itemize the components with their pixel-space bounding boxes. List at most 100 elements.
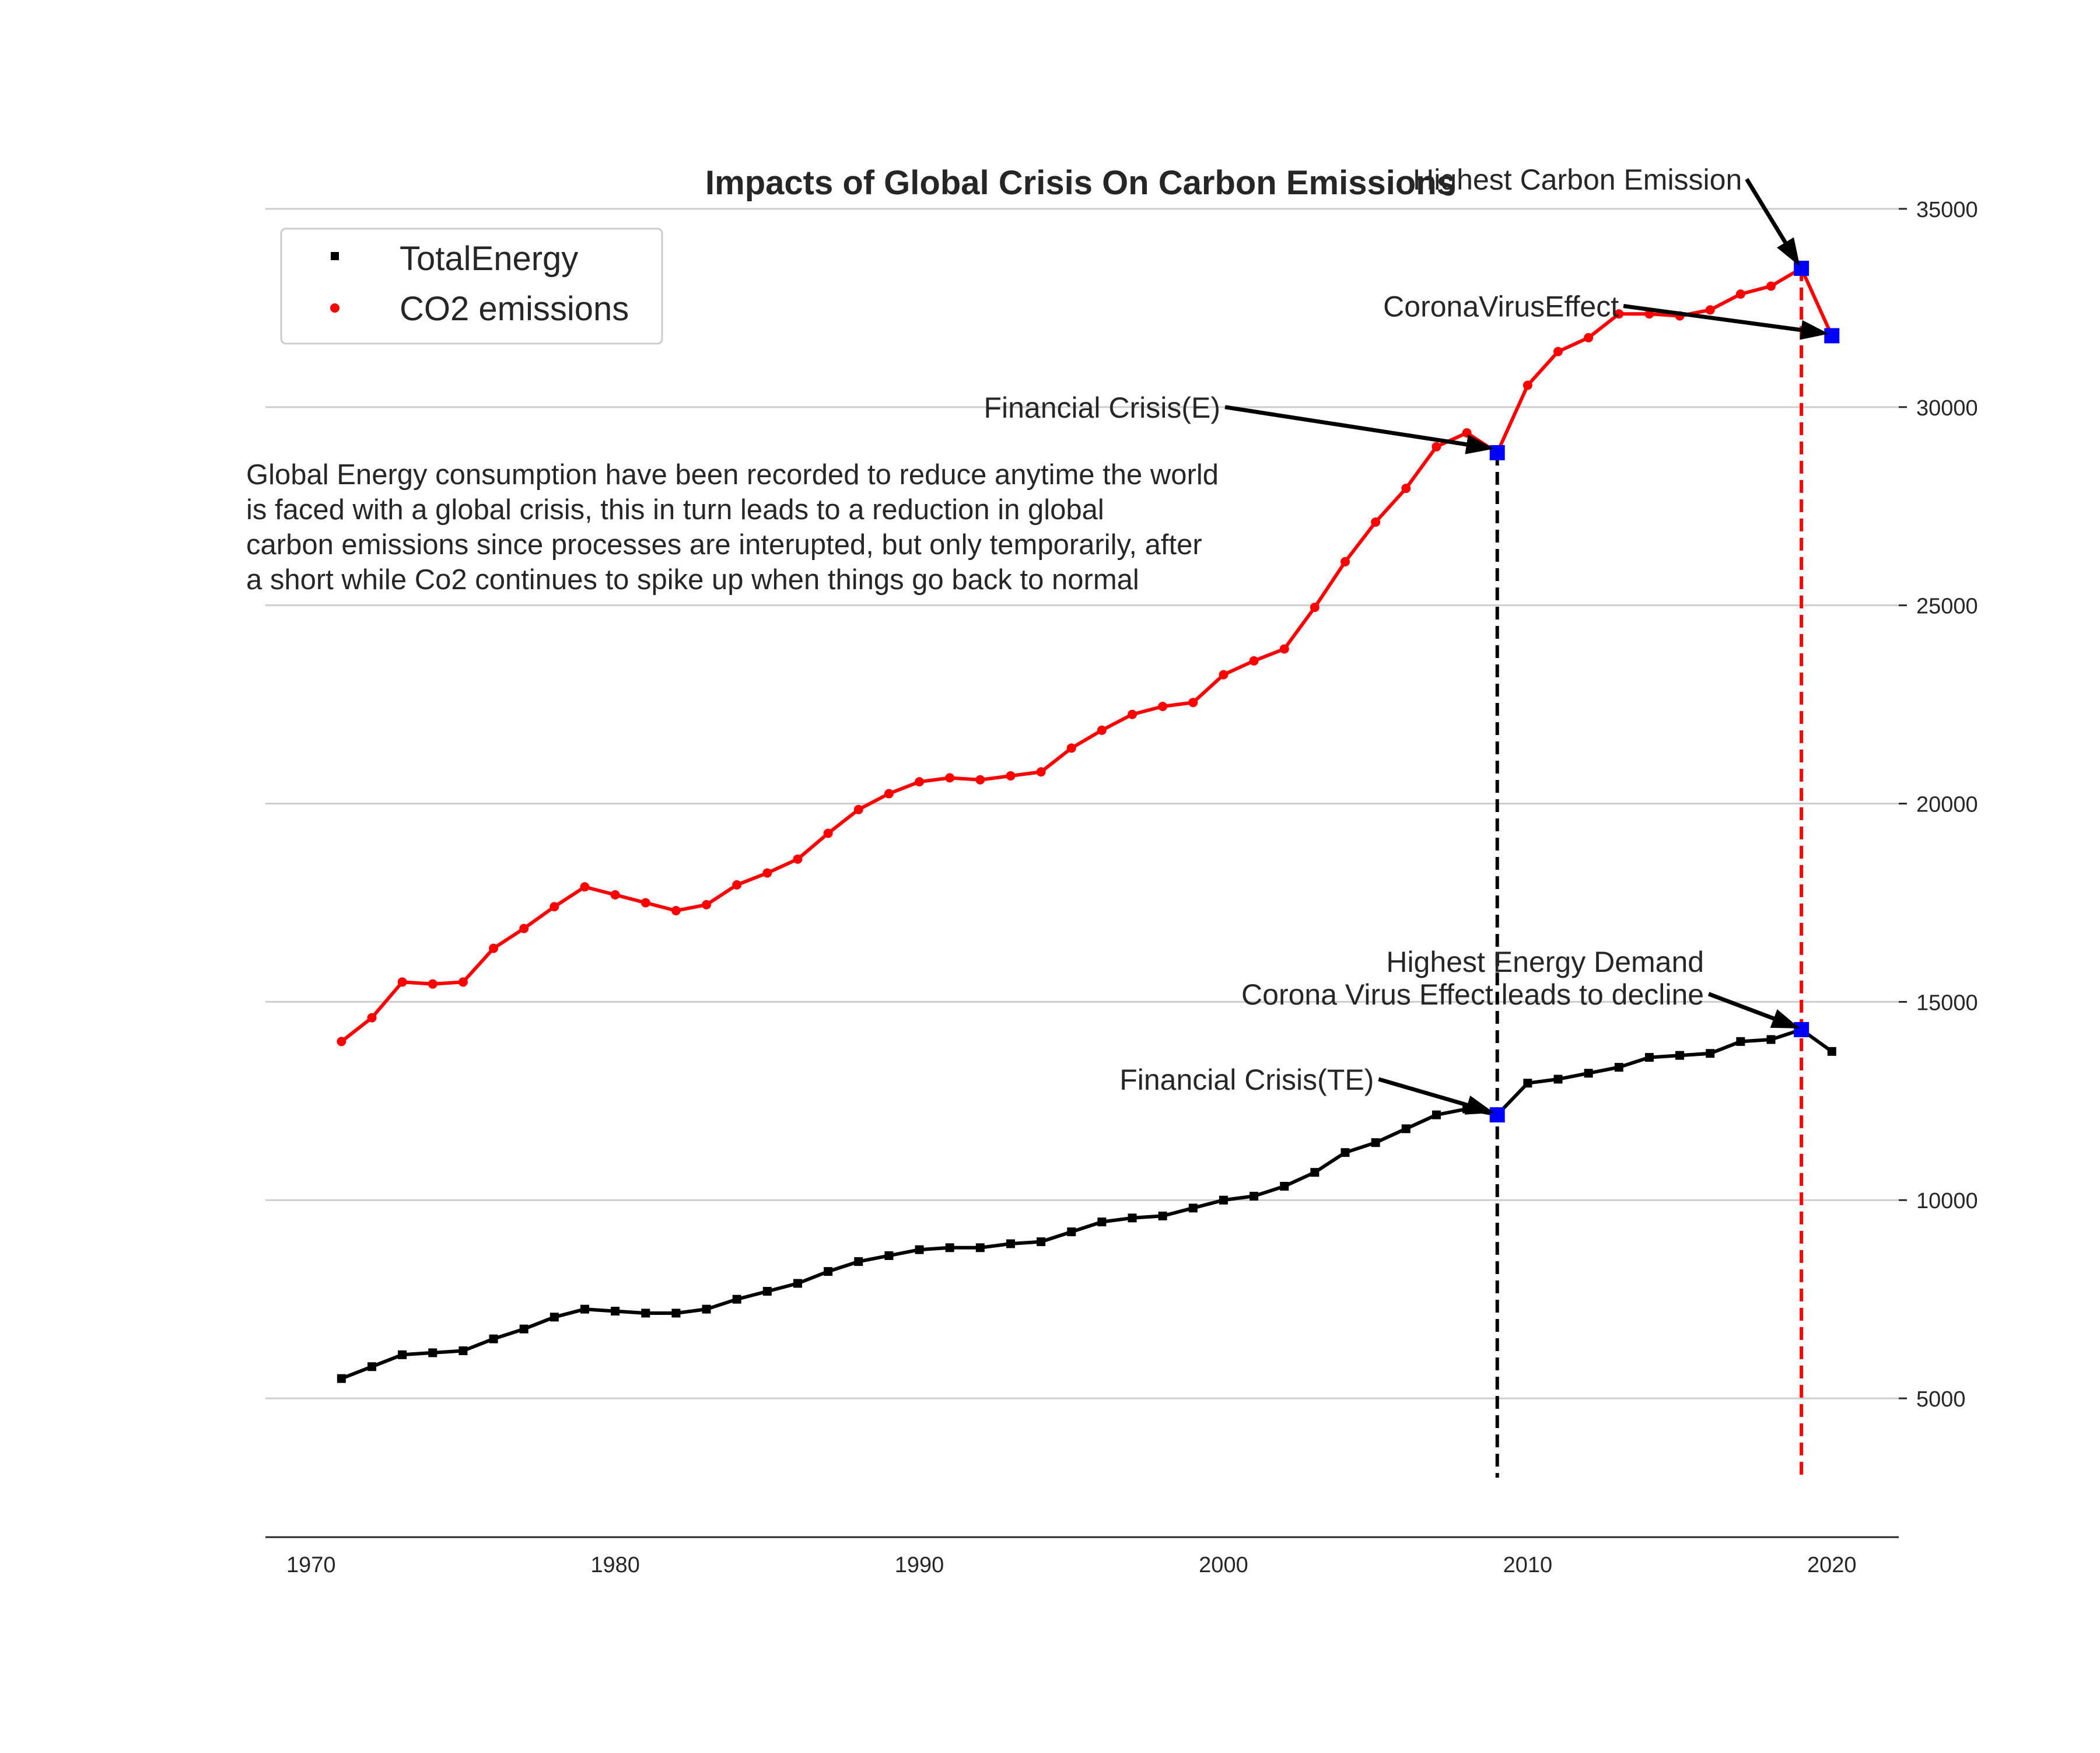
point-co2-emissions (1735, 289, 1745, 299)
point-totalenergy (854, 1257, 863, 1266)
point-co2-emissions (1188, 698, 1198, 708)
point-co2-emissions (1340, 557, 1350, 566)
x-tick-label: 2010 (1503, 1553, 1553, 1577)
point-co2-emissions (762, 868, 772, 878)
point-totalenergy (732, 1294, 741, 1304)
point-co2-emissions (640, 898, 650, 908)
point-totalenergy (1037, 1237, 1046, 1247)
point-co2-emissions (1766, 281, 1776, 291)
point-co2-emissions (458, 977, 468, 987)
highlight-point (1794, 1021, 1810, 1037)
point-co2-emissions (580, 882, 590, 892)
point-co2-emissions (793, 854, 803, 864)
note-text-line: carbon emissions since processes are int… (246, 529, 1202, 561)
legend-marker-total-energy (331, 252, 339, 260)
point-totalenergy (975, 1243, 985, 1252)
point-co2-emissions (1219, 670, 1228, 680)
point-co2-emissions (519, 923, 529, 933)
annotation-arrow-shaft (1378, 1077, 1468, 1107)
legend: TotalEnergy CO2 emissions (280, 228, 663, 345)
annotation-label: Highest Carbon Emission (1413, 163, 1742, 196)
point-co2-emissions (1310, 603, 1320, 613)
point-co2-emissions (1371, 517, 1381, 527)
point-co2-emissions (1279, 644, 1289, 654)
point-totalenergy (945, 1243, 954, 1252)
point-totalenergy (1340, 1148, 1350, 1157)
point-totalenergy (1827, 1047, 1836, 1056)
point-totalenergy (1432, 1110, 1441, 1119)
point-totalenergy (489, 1334, 498, 1343)
point-co2-emissions (671, 906, 681, 916)
point-co2-emissions (1006, 771, 1016, 781)
x-tick-label: 2020 (1807, 1553, 1857, 1577)
x-tick-label: 2000 (1199, 1553, 1248, 1577)
legend-label-total-energy: TotalEnergy (400, 240, 578, 278)
point-totalenergy (1097, 1217, 1107, 1227)
point-totalenergy (1706, 1049, 1715, 1058)
point-co2-emissions (1128, 709, 1138, 719)
point-totalenergy (793, 1279, 802, 1288)
series-line-totalenergy (341, 1028, 1833, 1380)
note-text-line: a short while Co2 continues to spike up … (246, 564, 1139, 596)
point-totalenergy (428, 1348, 438, 1357)
point-co2-emissions (1432, 442, 1441, 452)
x-tick-label: 1980 (590, 1553, 640, 1577)
point-totalenergy (459, 1346, 468, 1356)
point-totalenergy (1188, 1203, 1198, 1213)
point-totalenergy (1250, 1191, 1259, 1201)
point-totalenergy (1401, 1124, 1410, 1133)
point-totalenergy (519, 1324, 528, 1334)
point-totalenergy (367, 1362, 376, 1371)
point-co2-emissions (823, 828, 833, 838)
point-totalenergy (1067, 1227, 1076, 1237)
point-totalenergy (611, 1307, 620, 1316)
highlight-point (1489, 1107, 1505, 1123)
point-co2-emissions (1036, 767, 1046, 777)
point-totalenergy (762, 1287, 772, 1296)
y-tick-label: 30000 (1916, 396, 1978, 421)
point-totalenergy (1280, 1181, 1289, 1191)
annotation-label: Highest Energy Demand (1386, 946, 1704, 978)
point-totalenergy (884, 1251, 894, 1260)
point-totalenergy (1553, 1075, 1563, 1084)
point-co2-emissions (1705, 305, 1715, 315)
annotation-label: Financial Crisis(E) (984, 391, 1220, 424)
point-totalenergy (1644, 1053, 1654, 1062)
point-co2-emissions (884, 789, 894, 799)
y-tick-label: 25000 (1916, 594, 1978, 619)
legend-box (280, 228, 663, 345)
point-totalenergy (1584, 1069, 1593, 1078)
point-co2-emissions (397, 977, 407, 987)
point-co2-emissions (1249, 656, 1259, 666)
point-co2-emissions (945, 773, 955, 783)
point-co2-emissions (428, 979, 438, 989)
point-totalenergy (915, 1245, 924, 1254)
annotation-arrow-head (1777, 237, 1800, 267)
point-co2-emissions (1584, 333, 1594, 342)
annotation-arrow-shaft (1224, 405, 1467, 447)
point-co2-emissions (1097, 725, 1107, 735)
annotation-arrow-head (1464, 1095, 1494, 1115)
highlight-point (1489, 445, 1505, 460)
point-totalenergy (337, 1374, 346, 1383)
y-tick-label: 15000 (1916, 991, 1978, 1015)
annotation-arrow-head (1800, 320, 1829, 340)
note-text-line: Global Energy consumption have been reco… (246, 459, 1219, 491)
point-totalenergy (1675, 1051, 1685, 1060)
point-co2-emissions (975, 775, 985, 785)
legend-label-co2: CO2 emissions (400, 290, 629, 328)
point-totalenergy (641, 1308, 650, 1318)
point-co2-emissions (1522, 380, 1532, 390)
point-totalenergy (1371, 1138, 1380, 1147)
point-co2-emissions (610, 890, 620, 900)
point-totalenergy (1614, 1063, 1623, 1072)
point-co2-emissions (853, 804, 863, 814)
point-co2-emissions (1401, 484, 1411, 494)
point-co2-emissions (489, 943, 499, 953)
point-totalenergy (1523, 1079, 1532, 1088)
x-tick-label: 1970 (286, 1553, 336, 1577)
point-totalenergy (398, 1350, 407, 1359)
point-totalenergy (580, 1304, 589, 1314)
point-totalenergy (1006, 1239, 1015, 1248)
